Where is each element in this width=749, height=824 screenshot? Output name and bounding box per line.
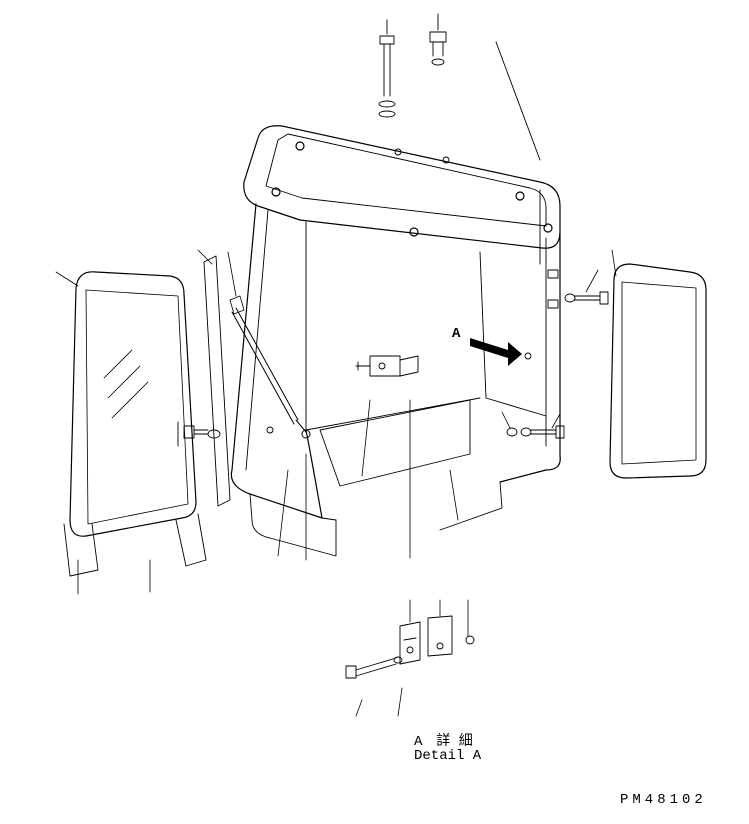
detail-caption-jp: A 詳 細 [414,730,473,750]
technical-drawing [0,0,749,824]
detail-caption-en: Detail A [414,748,481,764]
detail-marker-label: A [452,326,460,342]
detail-arrow-A [470,338,522,366]
diagram-stage: A A 詳 細 Detail A PM48102 [0,0,749,824]
drawing-code: PM48102 [620,792,707,808]
